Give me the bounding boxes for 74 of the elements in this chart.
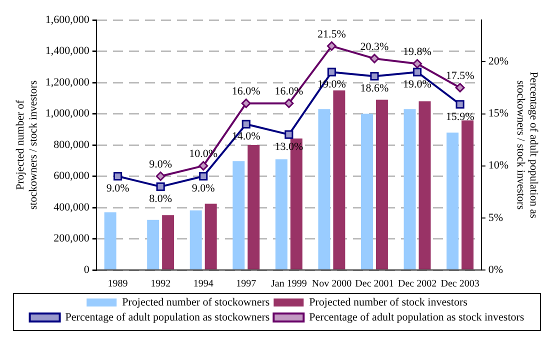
point	[370, 72, 379, 81]
x-tick-label: 1997	[236, 278, 256, 290]
x-tick-label: Jan 1999	[270, 278, 307, 290]
point	[156, 182, 165, 191]
y-axis-title: Projected number of stockowners / stock investors	[14, 80, 40, 210]
bar	[462, 120, 474, 270]
bar	[361, 114, 373, 270]
data-label: 21.5%	[317, 28, 346, 40]
point	[242, 120, 250, 128]
y2-tick-label: 15%	[488, 108, 509, 120]
bar	[333, 90, 346, 270]
x-tick-label: Nov 2000	[312, 278, 352, 290]
y-tick-label: 1,400,000	[45, 45, 90, 58]
y2-tick-label: 20%	[488, 56, 509, 68]
data-label: 19.8%	[403, 46, 432, 58]
y-tick-label: 1,000,000	[45, 108, 90, 120]
y-tick-label: 600,000	[54, 170, 90, 182]
bar	[190, 210, 202, 270]
point	[284, 130, 294, 139]
bar	[147, 220, 160, 270]
bar	[418, 101, 431, 270]
legend-label: Projected number of stock investors	[309, 296, 468, 308]
point	[327, 68, 336, 76]
bar	[232, 161, 245, 270]
bar	[204, 204, 217, 270]
x-tick-label: Dec 2001	[355, 278, 394, 290]
bar	[275, 159, 288, 270]
point	[370, 54, 380, 64]
bar	[104, 212, 116, 270]
bar	[446, 132, 459, 270]
bar	[248, 145, 260, 270]
legend-label: Percentage of adult population as stockowners	[65, 311, 270, 324]
y-tick-label: 200,000	[54, 232, 90, 245]
data-label: 18.6%	[360, 82, 389, 95]
bar	[318, 109, 330, 270]
y2-tick-label: 10%	[488, 160, 509, 172]
point	[241, 98, 251, 108]
x-tick-label: Dec 2002	[398, 278, 437, 290]
point	[412, 68, 422, 76]
point	[156, 172, 166, 181]
point	[198, 161, 208, 171]
y2-tick-label: 5%	[488, 212, 504, 224]
y-tick-label: 800,000	[54, 138, 90, 151]
y2-tick-label: 0%	[488, 264, 504, 276]
bar	[376, 100, 388, 270]
data-label: 9.0%	[106, 182, 130, 195]
data-label: 20.3%	[360, 40, 389, 53]
y-tick-label: 1,600,000	[45, 14, 90, 26]
point	[456, 100, 464, 109]
data-label: 17.5%	[446, 70, 474, 82]
data-label: 8.0%	[149, 193, 172, 206]
x-tick-label: 1992	[150, 278, 171, 290]
data-label: 15.9%	[446, 110, 474, 123]
point	[114, 172, 122, 181]
y2-axis-title: Percentage of adult population as stockowners / stock investors	[514, 72, 540, 218]
point	[326, 41, 336, 51]
y-tick-label: 400,000	[54, 201, 90, 214]
data-label: 9.0%	[149, 158, 172, 171]
y-tick-label: 1,200,000	[45, 76, 90, 88]
bar	[404, 109, 416, 270]
x-tick-label: Dec 2003	[440, 278, 480, 290]
point	[412, 59, 422, 68]
data-label: 16.0%	[232, 86, 260, 98]
point	[199, 172, 208, 181]
y-tick-label: 0	[84, 264, 90, 276]
bar	[162, 215, 174, 270]
point	[284, 98, 294, 108]
data-label: 19.0%	[403, 78, 432, 90]
point	[455, 82, 465, 92]
data-label: 9.0%	[192, 182, 215, 195]
x-tick-label: 1994	[193, 278, 214, 290]
x-tick-label: 1989	[108, 278, 128, 290]
legend-label: Projected number of stockowners	[122, 296, 270, 308]
legend-label: Percentage of adult population as stock investors	[309, 311, 524, 324]
